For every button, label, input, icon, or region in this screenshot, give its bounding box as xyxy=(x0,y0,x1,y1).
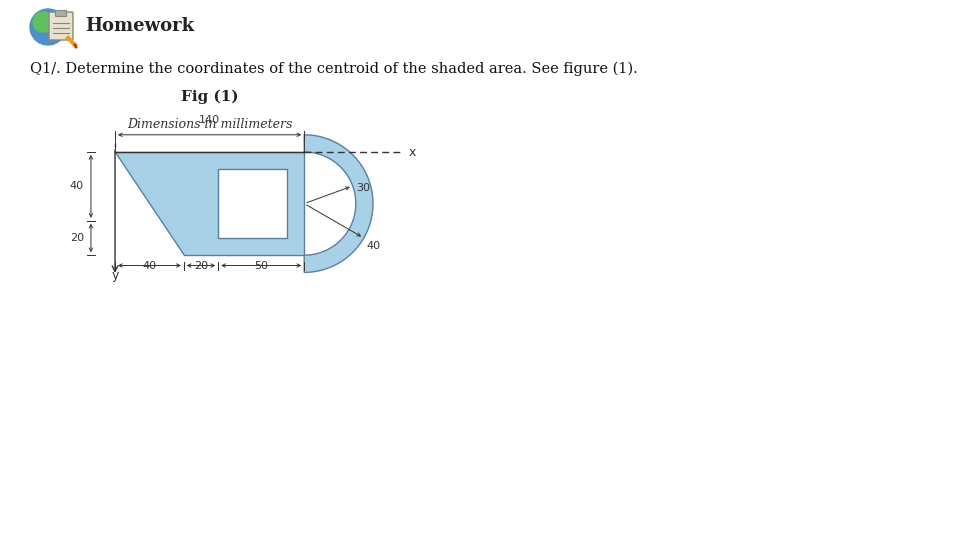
Polygon shape xyxy=(304,135,373,273)
Text: Q1/. Determine the coordinates of the centroid of the shaded area. See figure (1: Q1/. Determine the coordinates of the ce… xyxy=(30,62,637,76)
Text: 40: 40 xyxy=(70,182,84,191)
Text: Dimensions in millimeters: Dimensions in millimeters xyxy=(127,118,292,131)
Text: 20: 20 xyxy=(70,233,84,243)
Text: Fig (1): Fig (1) xyxy=(181,90,238,105)
FancyBboxPatch shape xyxy=(56,10,66,16)
FancyBboxPatch shape xyxy=(49,12,73,40)
Text: 20: 20 xyxy=(194,261,208,270)
Text: 40: 40 xyxy=(366,241,381,251)
Text: 40: 40 xyxy=(142,261,157,270)
Text: 30: 30 xyxy=(356,183,369,193)
Polygon shape xyxy=(218,169,286,238)
Text: y: y xyxy=(111,269,118,282)
Text: 140: 140 xyxy=(199,115,220,125)
Circle shape xyxy=(33,12,53,32)
Polygon shape xyxy=(115,152,304,255)
Text: Homework: Homework xyxy=(85,17,194,35)
Text: 50: 50 xyxy=(254,261,268,270)
Circle shape xyxy=(30,9,66,45)
Text: x: x xyxy=(408,145,416,158)
